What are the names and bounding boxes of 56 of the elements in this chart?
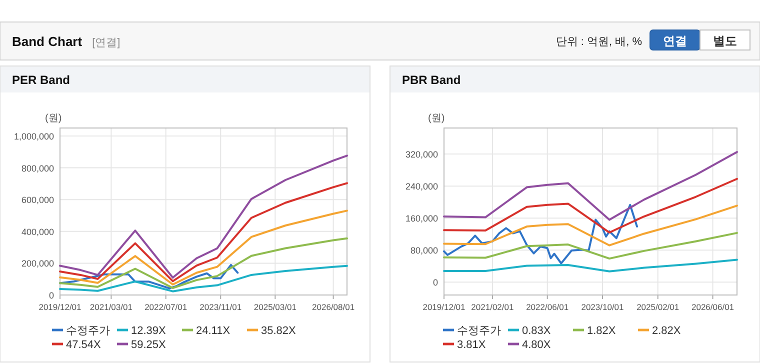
legend-label: 24.11X	[196, 325, 231, 337]
y-tick-label: 80,000	[410, 246, 438, 256]
y-axis-title: (원)	[45, 113, 62, 124]
legend-label: 1.82X	[587, 325, 616, 337]
x-tick-label: 2019/12/01	[38, 302, 82, 312]
y-tick-label: 1,000,000	[14, 131, 54, 142]
text: 단위 : 억원, 배, %	[556, 36, 642, 48]
legend-label: 59.25X	[131, 339, 167, 351]
line-series	[59, 237, 348, 289]
y-tick-label: 0	[432, 278, 438, 288]
legend-label: 수정주가	[66, 325, 110, 337]
x-tick-label: 2019/12/01	[422, 302, 466, 312]
chart-title: PER Band	[12, 73, 70, 87]
text: Band Chart	[12, 34, 83, 49]
legend-label: 2.82X	[652, 325, 682, 337]
x-tick-label: 2023/10/01	[581, 302, 624, 312]
line-series	[443, 178, 738, 234]
legend-label: 35.82X	[261, 325, 297, 337]
legend-label: 12.39X	[131, 325, 167, 337]
y-tick-label: 160,000	[405, 214, 438, 224]
y-tick-label: 0	[48, 290, 54, 300]
x-tick-label: 2023/11/01	[200, 302, 242, 312]
line-series	[59, 182, 348, 282]
line-series	[59, 264, 348, 292]
legend-label: 수정주가	[457, 325, 501, 337]
x-tick-label: 2025/02/01	[636, 302, 680, 312]
y-tick-label: 800,000	[21, 163, 54, 174]
line-series	[443, 151, 738, 221]
line-series	[59, 154, 348, 279]
y-tick-label: 320,000	[405, 150, 438, 160]
chart-title: PBR Band	[402, 73, 461, 87]
legend-label: 3.81X	[457, 339, 486, 351]
x-tick-label: 2025/03/01	[254, 302, 297, 312]
line-series	[59, 210, 348, 286]
text: 연결	[663, 34, 687, 48]
x-tick-label: 2021/02/01	[471, 302, 514, 312]
line-series	[59, 264, 239, 290]
x-tick-label: 2022/06/01	[526, 302, 569, 312]
y-tick-label: 600,000	[21, 195, 54, 206]
y-axis-title: (원)	[428, 113, 445, 124]
line-series	[443, 258, 738, 272]
legend-label: 47.54X	[66, 339, 102, 351]
line-series	[443, 204, 738, 246]
text: [연결]	[92, 37, 120, 49]
x-tick-label: 2022/07/01	[144, 302, 188, 312]
x-tick-label: 2026/06/01	[692, 302, 734, 312]
legend-label: 4.80X	[522, 339, 552, 351]
x-tick-label: 2021/03/01	[90, 302, 133, 312]
text: 별도	[713, 34, 737, 48]
y-tick-label: 240,000	[405, 182, 438, 192]
y-tick-label: 400,000	[21, 226, 54, 237]
line-series	[443, 232, 738, 260]
x-tick-label: 2026/08/01	[312, 302, 355, 312]
legend-label: 0.83X	[522, 325, 552, 337]
line-series	[443, 204, 638, 264]
y-tick-label: 200,000	[21, 258, 54, 269]
